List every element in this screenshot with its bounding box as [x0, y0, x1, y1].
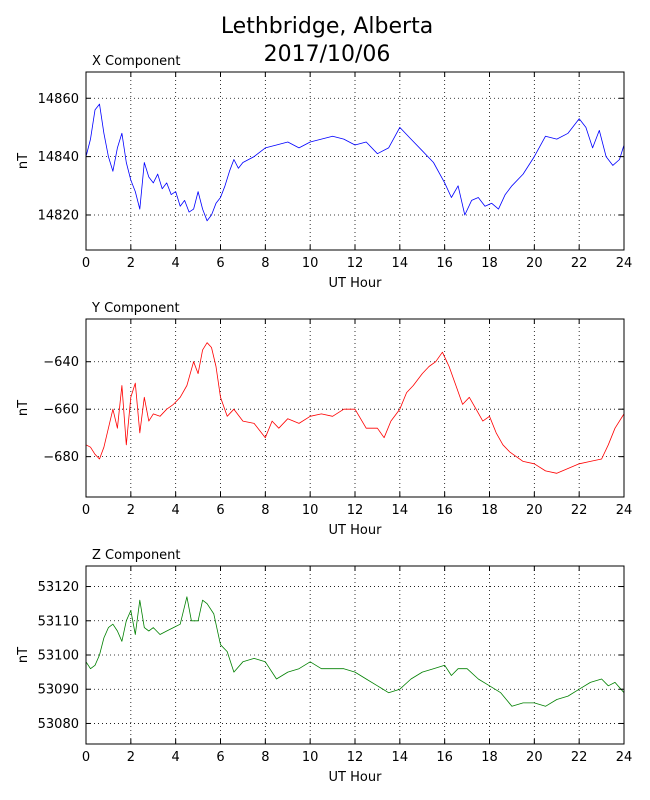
y-component-trace: [85, 342, 625, 474]
x-component-xtick-label-8: 16: [436, 256, 453, 271]
x-component-xtick-label-1: 2: [127, 256, 135, 271]
y-component-ytick-label-0: −680: [43, 450, 79, 465]
y-component-xtick-label-10: 20: [526, 503, 543, 518]
z-component-xtick-label-7: 14: [392, 750, 409, 765]
z-component-xtick-label-0: 0: [82, 750, 90, 765]
z-component-xtick-label-3: 6: [216, 750, 224, 765]
x-component-xtick-label-3: 6: [216, 256, 224, 271]
y-component-ytick-label-1: −660: [43, 403, 79, 418]
y-component-xtick-label-9: 18: [481, 503, 498, 518]
z-component-title: Z Component: [92, 548, 181, 563]
y-component-title: Y Component: [91, 301, 180, 316]
y-component-ylabel: nT: [16, 400, 31, 416]
y-component-xlabel: UT Hour: [329, 523, 383, 538]
figure-title-line1: Lethbridge, Alberta: [221, 14, 433, 39]
y-component-xtick-label-11: 22: [571, 503, 588, 518]
z-component-xtick-label-5: 10: [302, 750, 319, 765]
z-component-xtick-label-12: 24: [616, 750, 633, 765]
x-component-xtick-label-4: 8: [261, 256, 269, 271]
z-component-ytick-label-4: 53120: [38, 580, 79, 595]
y-component-xtick-label-3: 6: [216, 503, 224, 518]
x-component-xtick-label-6: 12: [347, 256, 364, 271]
z-component-xtick-label-6: 12: [347, 750, 364, 765]
y-component-xtick-label-0: 0: [82, 503, 90, 518]
y-component-xtick-label-5: 10: [302, 503, 319, 518]
x-component-ytick-label-2: 14860: [38, 92, 79, 107]
y-component-xtick-label-2: 4: [172, 503, 180, 518]
x-component-xtick-label-0: 0: [82, 256, 90, 271]
y-component-xtick-label-8: 16: [436, 503, 453, 518]
z-component-trace: [85, 596, 625, 707]
x-component-xtick-label-9: 18: [481, 256, 498, 271]
x-component-xtick-label-2: 4: [172, 256, 180, 271]
z-component-xtick-label-9: 18: [481, 750, 498, 765]
x-component-trace: [85, 103, 625, 222]
z-component-xtick-label-2: 4: [172, 750, 180, 765]
z-component-xtick-label-1: 2: [127, 750, 135, 765]
z-component-xtick-label-10: 20: [526, 750, 543, 765]
z-component-xtick-label-11: 22: [571, 750, 588, 765]
y-component-ytick-label-2: −640: [43, 355, 79, 370]
x-component-ylabel: nT: [16, 153, 31, 169]
y-component-xtick-label-12: 24: [616, 503, 633, 518]
x-component-title: X Component: [92, 54, 181, 69]
x-component-xtick-label-12: 24: [616, 256, 633, 271]
y-component-xtick-label-4: 8: [261, 503, 269, 518]
z-component-panel: 0 2 4 6 8 10 12 14 16 18 20 22 245308053090531005311…: [16, 548, 632, 785]
z-component-ytick-label-3: 53110: [38, 614, 79, 629]
z-component-ylabel: nT: [16, 647, 31, 663]
z-component-ytick-label-2: 53100: [38, 649, 79, 664]
x-component-xtick-label-10: 20: [526, 256, 543, 271]
y-component-xtick-label-7: 14: [392, 503, 409, 518]
x-component-ytick-label-0: 14820: [38, 208, 79, 223]
z-component-xlabel: UT Hour: [329, 770, 383, 785]
z-component-ytick-label-1: 53090: [38, 683, 79, 698]
x-component-xtick-label-7: 14: [392, 256, 409, 271]
x-component-xtick-label-11: 22: [571, 256, 588, 271]
x-component-ytick-label-1: 14840: [38, 150, 79, 165]
z-component-ytick-label-0: 53080: [38, 717, 79, 732]
y-component-xtick-label-6: 12: [347, 503, 364, 518]
y-component-xtick-label-1: 2: [127, 503, 135, 518]
x-component-xlabel: UT Hour: [329, 276, 383, 291]
x-component-xtick-label-5: 10: [302, 256, 319, 271]
z-component-xtick-label-8: 16: [436, 750, 453, 765]
figure-title-line2: 2017/10/06: [264, 42, 391, 67]
z-component-xtick-label-4: 8: [261, 750, 269, 765]
